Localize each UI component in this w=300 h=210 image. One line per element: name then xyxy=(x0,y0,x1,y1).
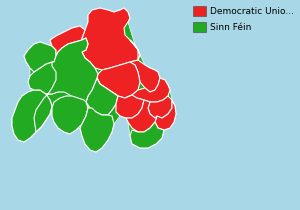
Polygon shape xyxy=(126,100,157,132)
Polygon shape xyxy=(80,108,114,152)
Polygon shape xyxy=(24,42,56,72)
Polygon shape xyxy=(50,26,88,56)
Polygon shape xyxy=(130,122,164,148)
Polygon shape xyxy=(86,78,118,115)
Polygon shape xyxy=(86,78,118,115)
Polygon shape xyxy=(125,78,170,102)
Polygon shape xyxy=(52,96,88,134)
Polygon shape xyxy=(12,90,52,142)
Polygon shape xyxy=(28,62,72,94)
Legend: Democratic Unio..., Sinn Féin: Democratic Unio..., Sinn Féin xyxy=(192,4,296,33)
Polygon shape xyxy=(116,95,144,118)
Polygon shape xyxy=(12,8,176,152)
Polygon shape xyxy=(97,62,140,98)
Polygon shape xyxy=(148,96,172,118)
Polygon shape xyxy=(130,40,160,92)
Polygon shape xyxy=(80,8,140,70)
Polygon shape xyxy=(34,38,98,132)
Polygon shape xyxy=(155,100,176,130)
